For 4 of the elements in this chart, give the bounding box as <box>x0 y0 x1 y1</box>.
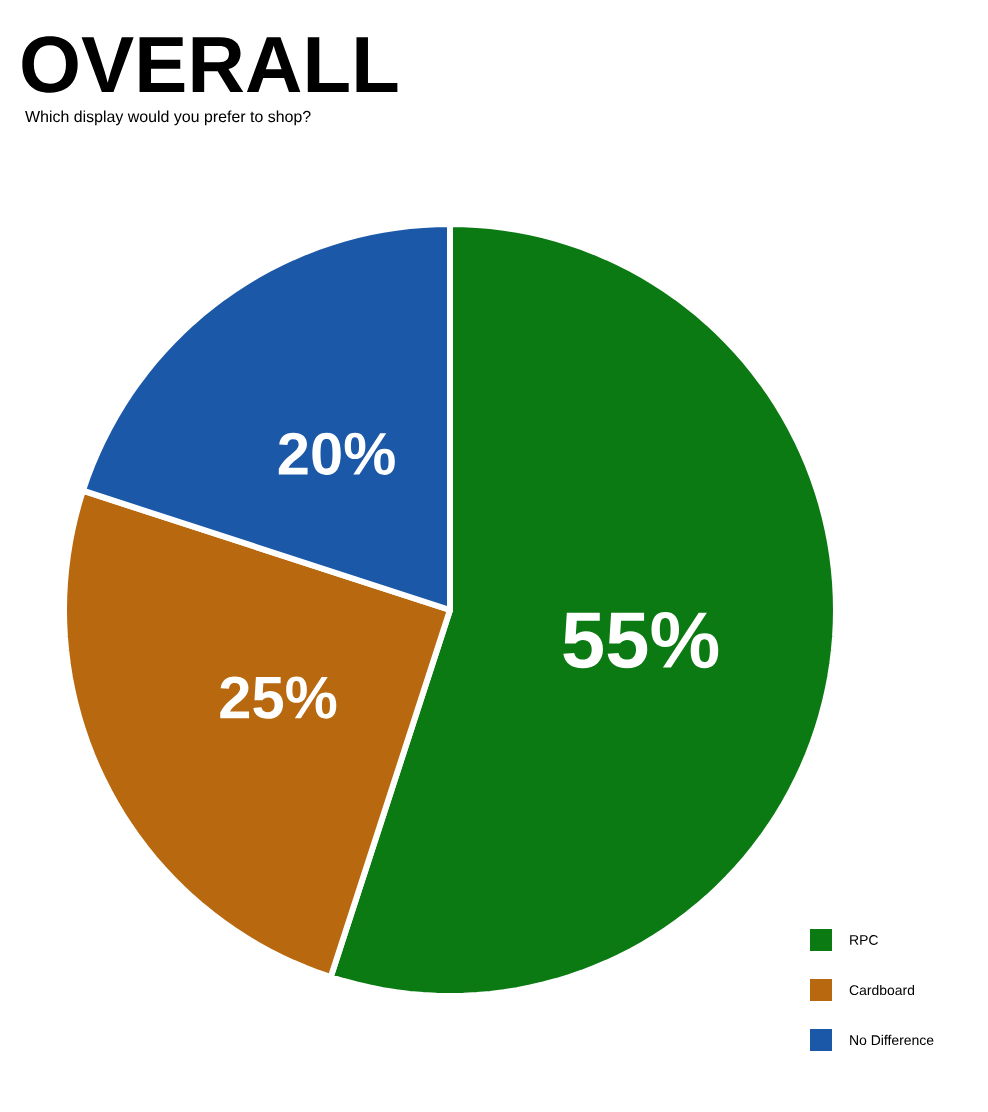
data-label: 55% <box>563 612 719 669</box>
data-label: 25% <box>220 676 337 719</box>
chart-title: OVERALL <box>22 36 398 93</box>
data-label: 20% <box>278 432 395 476</box>
